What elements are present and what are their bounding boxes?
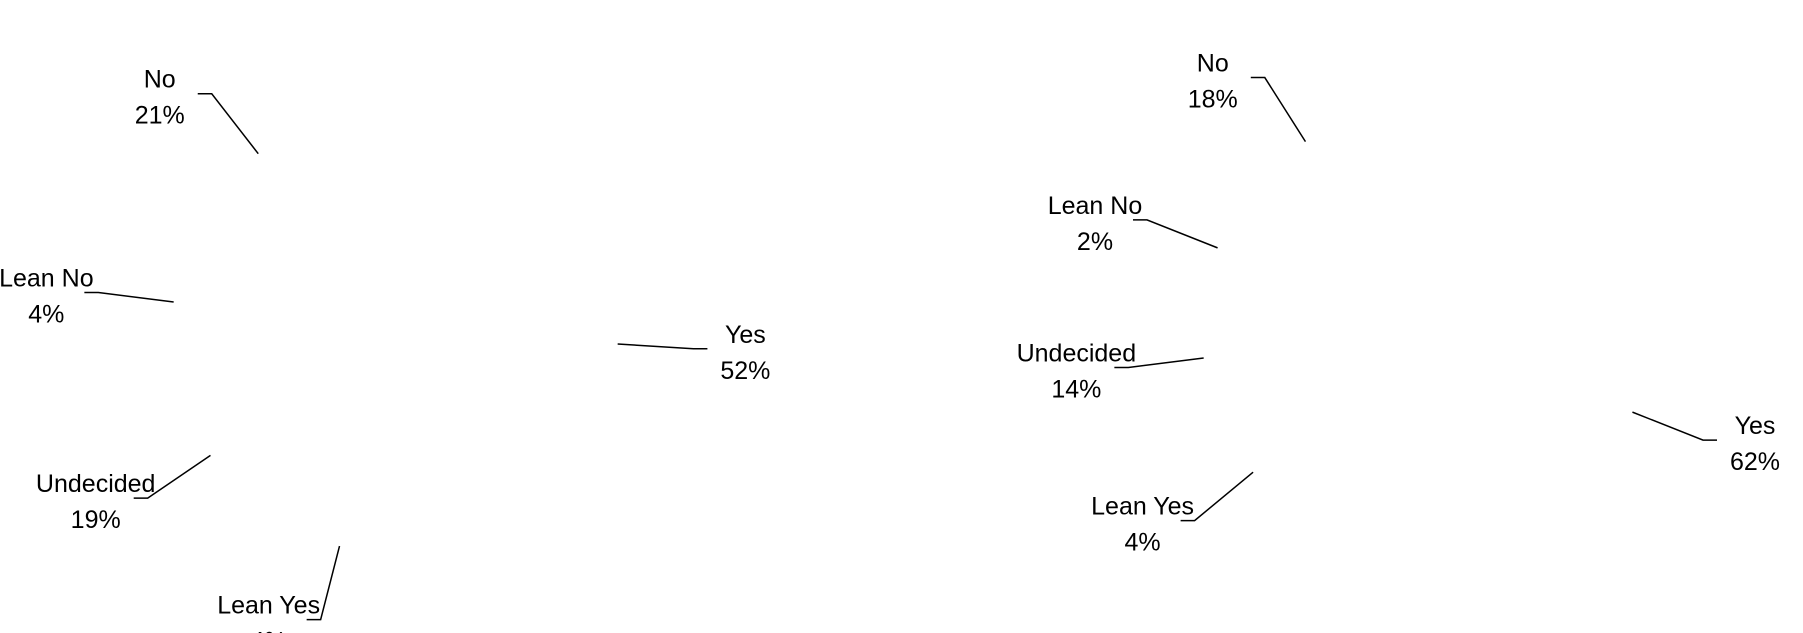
slice-label: Lean Yes — [1091, 493, 1194, 521]
pie-slice — [1195, 258, 1425, 454]
leader-line — [84, 291, 174, 303]
leader-line — [1180, 471, 1254, 522]
leader-line — [1250, 76, 1307, 143]
slice-value: 19% — [71, 506, 121, 534]
slice-value: 4% — [1125, 529, 1161, 557]
slice-label: No — [144, 66, 176, 94]
pie-slice — [366, 100, 625, 561]
slice-value: 18% — [1188, 86, 1238, 114]
slice-label: Yes — [1735, 412, 1776, 440]
leader-line — [1114, 357, 1204, 369]
slice-label: Undecided — [36, 470, 156, 498]
slice-value: 52% — [720, 357, 770, 385]
pie-slice — [164, 330, 395, 544]
pie-slice — [165, 272, 395, 330]
slice-value: 21% — [135, 102, 185, 130]
leader-line — [133, 454, 211, 499]
slice-value: 62% — [1730, 448, 1780, 476]
leader-line — [197, 92, 259, 155]
pie-slice — [1206, 232, 1425, 330]
slice-label: Lean No — [0, 265, 94, 293]
leader-line — [1632, 411, 1718, 441]
pie-slice — [172, 100, 395, 330]
leader-line — [306, 545, 341, 621]
pie-slice — [1230, 330, 1425, 498]
leader-line — [617, 343, 708, 350]
slice-label: Lean No — [1048, 192, 1143, 220]
pie-slice — [1216, 100, 1425, 330]
slice-value: 14% — [1051, 375, 1101, 403]
slice-label: No — [1197, 50, 1229, 78]
slice-label: Undecided — [1017, 339, 1137, 367]
slice-value: 2% — [1077, 228, 1113, 256]
slice-value: 4% — [28, 301, 64, 329]
slice-label: Yes — [725, 321, 766, 349]
slice-label: Lean Yes — [217, 592, 320, 620]
pie-slice — [1267, 100, 1655, 560]
pie-slice — [310, 330, 395, 559]
leader-line — [1132, 219, 1218, 249]
slice-value: 4% — [251, 628, 287, 633]
